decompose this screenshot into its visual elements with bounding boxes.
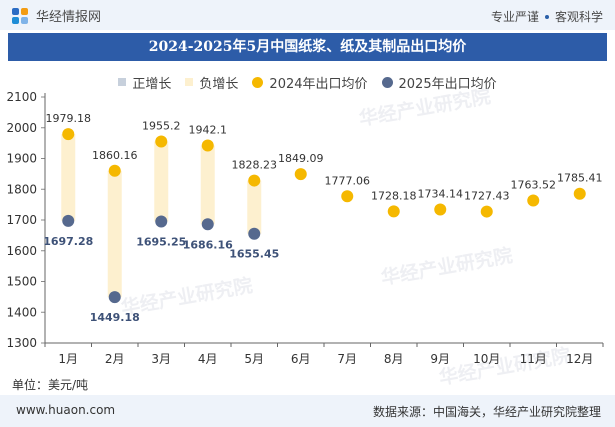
logo-icon <box>12 7 28 24</box>
data-label-2025: 1449.18 <box>90 311 140 324</box>
x-tick-label: 3月 <box>151 352 171 366</box>
data-label-2024: 1727.43 <box>464 190 510 203</box>
data-label-2024: 1734.14 <box>418 188 464 201</box>
point-2024 <box>341 190 354 203</box>
unit-label: 单位：美元/吨 <box>12 378 89 392</box>
tagline: 专业严谨 客观科学 <box>491 8 603 25</box>
footer-website: www.huaon.com <box>16 403 116 417</box>
growth-bar <box>154 141 169 222</box>
point-2025 <box>62 214 75 227</box>
chart-legend: 正增长 负增长 2024年出口均价 2025年出口均价 <box>0 72 615 92</box>
legend-label-negative: 负增长 <box>199 76 239 92</box>
x-tick-label: 5月 <box>244 352 264 366</box>
x-tick-label: 7月 <box>337 352 357 366</box>
data-label-2024: 1955.2 <box>142 120 181 133</box>
y-tick-label: 1500 <box>6 275 37 289</box>
point-2024 <box>108 164 121 177</box>
point-2025 <box>201 218 214 231</box>
y-tick-label: 2100 <box>6 90 37 104</box>
legend-swatch-2025 <box>381 76 393 88</box>
footer-source: 数据来源：中国海关，华经产业研究院整理 <box>372 405 601 419</box>
data-label-2025: 1695.25 <box>136 235 186 248</box>
brand-name: 华经情报网 <box>36 10 102 25</box>
x-tick-label: 1月 <box>58 352 78 366</box>
y-tick-label: 1800 <box>6 182 37 196</box>
data-label-2024: 1979.18 <box>46 112 92 125</box>
x-tick-label: 8月 <box>384 352 404 366</box>
legend-label-positive: 正增长 <box>132 76 172 92</box>
legend-item-2025: 2025年出口均价 <box>381 73 497 92</box>
data-label-2024: 1763.52 <box>511 178 557 191</box>
growth-bar <box>107 170 122 298</box>
legend-item-2024: 2024年出口均价 <box>252 73 368 92</box>
point-2024 <box>62 128 75 141</box>
point-2024 <box>434 203 447 216</box>
x-tick-label: 9月 <box>430 352 450 366</box>
legend-swatch-negative <box>185 78 194 86</box>
point-2024 <box>480 205 493 218</box>
y-tick-label: 1300 <box>6 336 37 350</box>
x-tick-label: 4月 <box>198 352 218 366</box>
tagline-right: 客观科学 <box>554 10 603 24</box>
data-label-2024: 1942.1 <box>189 124 228 137</box>
point-2025 <box>248 227 261 240</box>
data-label-2024: 1785.41 <box>557 172 603 185</box>
x-tick-label: 10月 <box>473 352 500 366</box>
x-tick-label: 11月 <box>520 352 547 366</box>
y-tick-label: 1700 <box>6 213 37 227</box>
bullet-icon <box>544 14 549 19</box>
data-label-2025: 1697.28 <box>43 235 93 248</box>
legend-swatch-2024 <box>252 76 264 88</box>
y-tick-label: 1600 <box>6 244 37 258</box>
point-2024 <box>201 139 214 152</box>
point-2024 <box>248 174 261 187</box>
y-tick-label: 1900 <box>6 152 37 166</box>
point-2025 <box>155 215 168 228</box>
point-2024 <box>155 135 168 148</box>
legend-item-negative: 负增长 <box>185 73 238 92</box>
footer: www.huaon.com 数据来源：中国海关，华经产业研究院整理 <box>0 395 615 427</box>
data-label-2024: 1828.23 <box>232 159 278 172</box>
legend-label-2024: 2024年出口均价 <box>269 76 368 92</box>
x-tick-label: 6月 <box>291 352 311 366</box>
point-2024 <box>387 205 400 218</box>
x-tick-label: 2月 <box>105 352 125 366</box>
point-2024 <box>527 194 540 207</box>
legend-item-positive: 正增长 <box>118 73 171 92</box>
growth-bar <box>61 134 76 221</box>
data-label-2025: 1655.45 <box>229 248 279 261</box>
tagline-left: 专业严谨 <box>490 10 539 24</box>
y-tick-label: 1400 <box>6 305 37 319</box>
brand: 华经情报网 <box>12 6 101 25</box>
chart-title: 2024-2025年5月中国纸浆、纸及其制品出口均价 <box>148 39 467 55</box>
x-tick-label: 12月 <box>566 352 593 366</box>
legend-label-2025: 2025年出口均价 <box>398 76 497 92</box>
data-label-2024: 1728.18 <box>371 189 417 202</box>
title-bar: 2024-2025年5月中国纸浆、纸及其制品出口均价 <box>8 33 607 61</box>
point-2025 <box>108 291 121 304</box>
growth-bar <box>247 180 262 234</box>
point-2024 <box>294 168 307 181</box>
growth-bar <box>200 145 215 225</box>
legend-swatch-positive <box>118 78 127 86</box>
data-label-2025: 1686.16 <box>183 238 233 251</box>
y-tick-label: 2000 <box>6 121 37 135</box>
data-label-2024: 1849.09 <box>278 152 324 165</box>
top-bar: 华经情报网 专业严谨 客观科学 <box>0 0 615 30</box>
point-2024 <box>573 187 586 200</box>
data-label-2024: 1777.06 <box>325 174 371 187</box>
data-label-2024: 1860.16 <box>92 149 138 162</box>
